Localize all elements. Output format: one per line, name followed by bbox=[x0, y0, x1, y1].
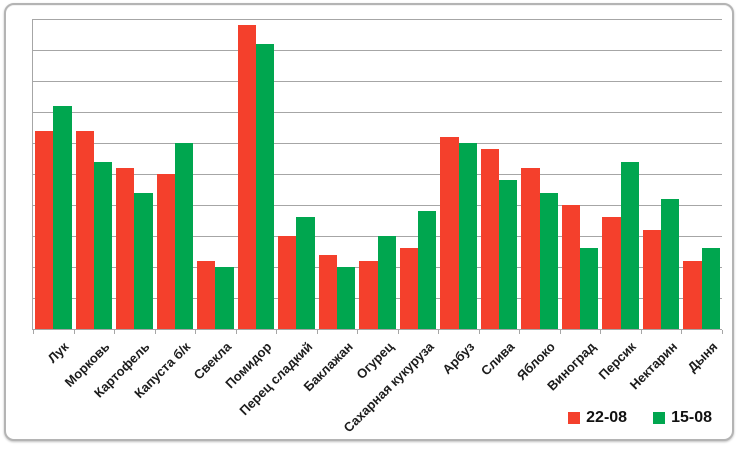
bar-22-08 bbox=[642, 229, 662, 329]
bar-15-08 bbox=[418, 211, 437, 329]
bar-15-08 bbox=[661, 198, 680, 329]
gridline bbox=[33, 50, 722, 51]
x-axis-tick bbox=[438, 330, 440, 334]
x-axis-label: Дыня bbox=[684, 339, 721, 375]
x-axis-tick bbox=[276, 330, 278, 334]
bar-15-08 bbox=[499, 180, 518, 329]
x-axis-label: Слива bbox=[478, 339, 518, 379]
x-axis-tick bbox=[114, 330, 116, 334]
x-axis-label: Перец сладкий bbox=[235, 339, 316, 419]
bar-15-08 bbox=[93, 161, 113, 329]
bar-22-08 bbox=[237, 25, 256, 329]
bar-group bbox=[560, 19, 601, 329]
bar-15-08 bbox=[539, 192, 558, 329]
bar-22-08 bbox=[399, 248, 419, 329]
bar-group bbox=[155, 19, 196, 329]
bar-22-08 bbox=[116, 167, 135, 329]
x-axis-tick bbox=[235, 330, 237, 334]
gridline bbox=[33, 81, 722, 82]
x-axis-area: Лук Морковь Картофель Капуста б/к Свекла Поми… bbox=[0, 330, 740, 449]
bar-22-08 bbox=[75, 130, 94, 329]
x-axis-tick bbox=[397, 330, 399, 334]
bar-15-08 bbox=[620, 161, 639, 329]
bar-15-08 bbox=[296, 217, 315, 329]
bar-group bbox=[276, 19, 317, 329]
bar-22-08 bbox=[440, 136, 459, 329]
bar-group bbox=[114, 19, 155, 329]
x-axis-tick bbox=[681, 330, 683, 334]
bar-group bbox=[641, 19, 682, 329]
x-axis-tick bbox=[154, 330, 156, 334]
x-axis-label: Арбуз bbox=[439, 339, 478, 377]
bar-group bbox=[398, 19, 439, 329]
bar-group bbox=[317, 19, 358, 329]
bar-22-08 bbox=[521, 167, 540, 329]
bar-15-08 bbox=[215, 267, 234, 329]
bar-group bbox=[33, 19, 74, 329]
x-axis-label: Лук bbox=[45, 339, 72, 366]
bar-15-08 bbox=[701, 248, 720, 329]
gridline bbox=[33, 19, 722, 20]
bar-22-08 bbox=[318, 254, 337, 329]
bar-group bbox=[438, 19, 479, 329]
bar-group bbox=[74, 19, 115, 329]
x-axis-tick bbox=[33, 330, 34, 334]
bar-15-08 bbox=[458, 143, 477, 329]
bar-22-08 bbox=[561, 205, 581, 329]
bar-15-08 bbox=[53, 105, 72, 329]
bar-group bbox=[236, 19, 277, 329]
x-axis-tick bbox=[478, 330, 480, 334]
bar-group bbox=[681, 19, 722, 329]
x-axis-tick bbox=[519, 330, 521, 334]
bar-15-08 bbox=[580, 248, 599, 329]
bar-group bbox=[479, 19, 520, 329]
bar-22-08 bbox=[480, 149, 500, 329]
bar-22-08 bbox=[359, 260, 378, 329]
plot-area bbox=[32, 19, 722, 330]
bar-group bbox=[519, 19, 560, 329]
bar-group bbox=[600, 19, 641, 329]
bar-22-08 bbox=[278, 236, 297, 329]
x-axis-tick bbox=[559, 330, 561, 334]
bar-22-08 bbox=[156, 174, 175, 329]
legend-item-22-08: 22-08 bbox=[568, 409, 627, 427]
bar-15-08 bbox=[336, 267, 356, 329]
gridline bbox=[33, 143, 722, 144]
x-axis-tick bbox=[357, 330, 359, 334]
bar-15-08 bbox=[134, 192, 153, 329]
legend-item-15-08: 15-08 bbox=[653, 409, 712, 427]
gridline bbox=[33, 205, 722, 206]
legend-swatch-red bbox=[568, 412, 581, 424]
legend: 22-08 15-08 bbox=[568, 409, 712, 427]
bar-15-08 bbox=[255, 43, 275, 329]
x-axis-tick bbox=[600, 330, 602, 334]
x-axis-tick bbox=[316, 330, 318, 334]
bar-22-08 bbox=[197, 260, 216, 329]
legend-label-22-08: 22-08 bbox=[586, 409, 628, 426]
x-axis-tick bbox=[640, 330, 642, 334]
bar-22-08 bbox=[35, 130, 54, 329]
legend-label-15-08: 15-08 bbox=[671, 409, 712, 426]
bar-22-08 bbox=[602, 217, 621, 329]
bar-15-08 bbox=[377, 236, 396, 329]
bar-22-08 bbox=[683, 260, 702, 329]
gridline bbox=[33, 112, 722, 113]
legend-swatch-green bbox=[653, 412, 666, 424]
x-axis-tick bbox=[195, 330, 197, 334]
gridline bbox=[33, 174, 722, 175]
bar-group bbox=[357, 19, 398, 329]
y-axis-line bbox=[32, 19, 33, 329]
bar-group bbox=[195, 19, 236, 329]
x-axis-tick bbox=[73, 330, 75, 334]
bar-15-08 bbox=[174, 143, 194, 329]
x-axis-tick bbox=[722, 330, 723, 334]
x-axis-line bbox=[32, 329, 722, 330]
